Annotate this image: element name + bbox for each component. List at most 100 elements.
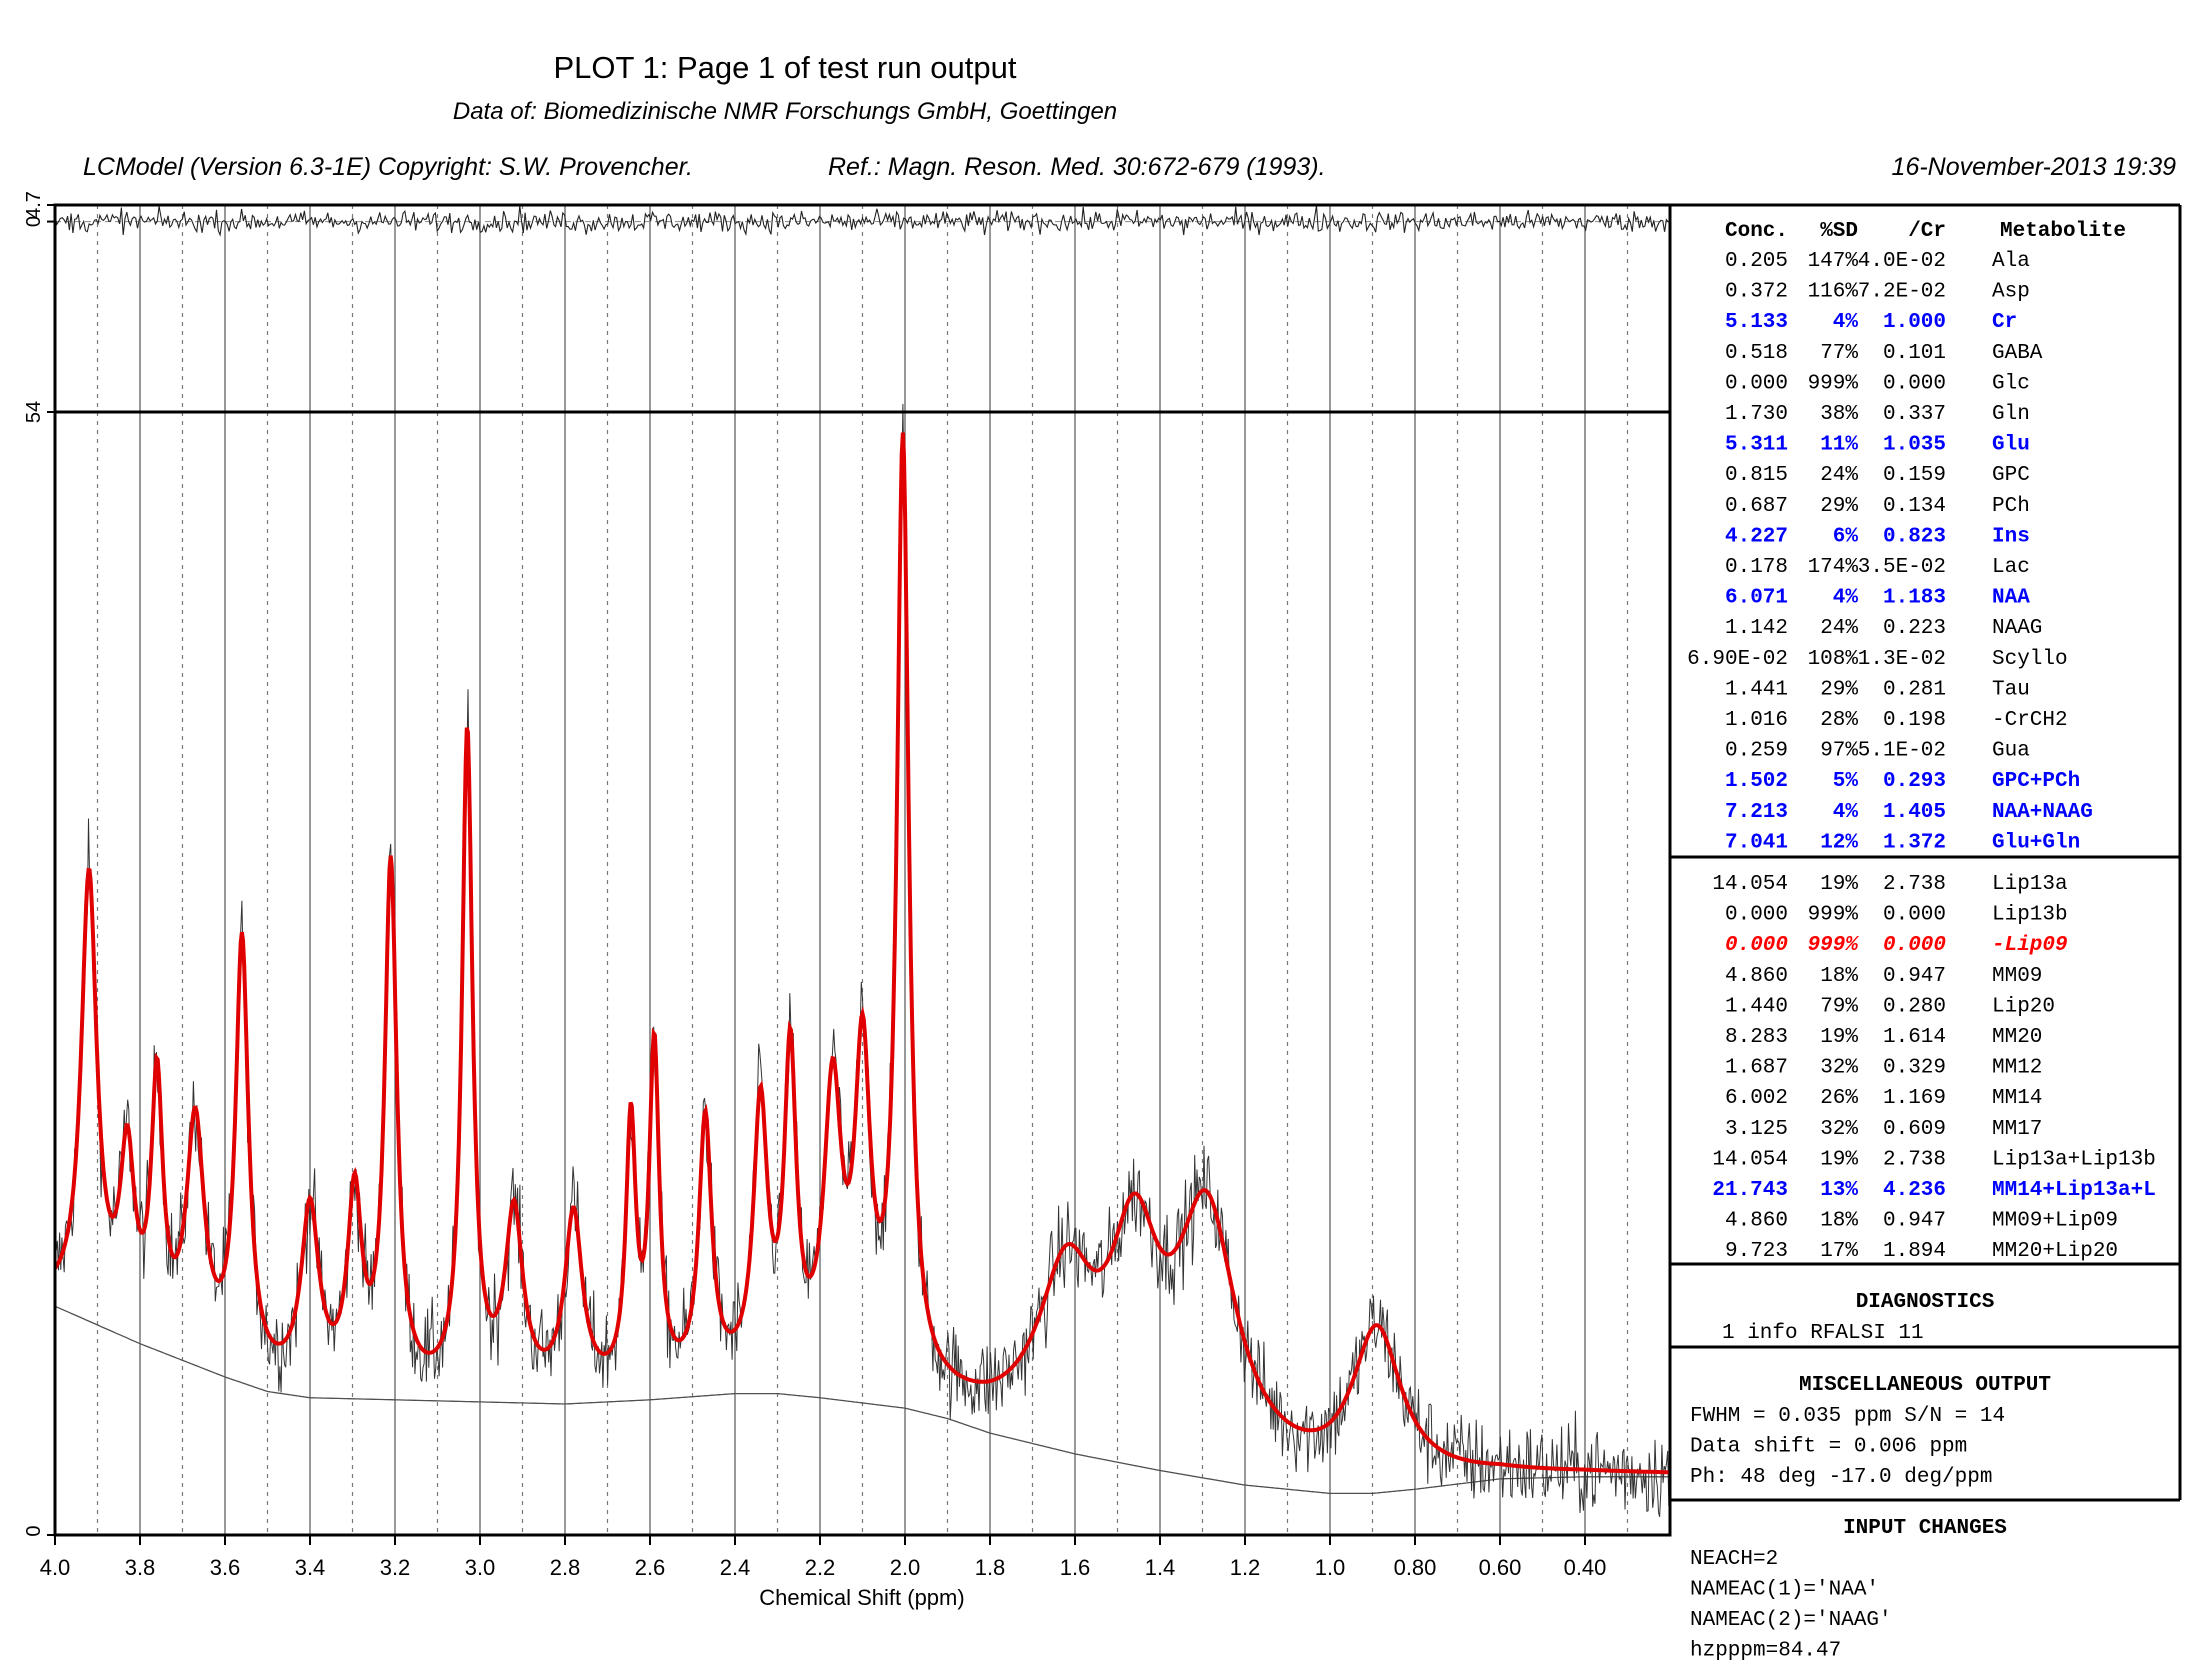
cell-cr: 0.280 — [1883, 995, 1946, 1018]
cell-sd: 32% — [1820, 1057, 1858, 1080]
cell-conc: 0.815 — [1725, 464, 1788, 487]
cell-metabolite: MM09+Lip09 — [1992, 1210, 2118, 1233]
cell-sd: 999% — [1808, 904, 1859, 927]
col-header-cr: /Cr — [1908, 220, 1946, 243]
cell-sd: 19% — [1820, 873, 1858, 896]
plot-frame — [53, 203, 2182, 1537]
cell-cr: 1.3E-02 — [1858, 648, 1946, 671]
cell-conc: 5.133 — [1725, 311, 1788, 334]
cell-metabolite: MM14 — [1992, 1087, 2042, 1110]
cell-conc: 0.518 — [1725, 342, 1788, 365]
cell-cr: 1.183 — [1883, 587, 1946, 610]
cell-conc: 7.213 — [1725, 801, 1788, 824]
col-header-sd: %SD — [1820, 220, 1858, 243]
y-tick-label: 0 — [23, 1525, 45, 1536]
cell-cr: 0.947 — [1883, 1210, 1946, 1233]
cell-metabolite: NAA — [1992, 587, 2030, 610]
cell-cr: 0.823 — [1883, 525, 1946, 548]
cell-conc: 4.227 — [1725, 525, 1788, 548]
misc-line: Data shift = 0.006 ppm — [1690, 1436, 1967, 1459]
x-tick-label: 1.8 — [975, 1555, 1006, 1580]
cell-conc: 1.441 — [1725, 678, 1788, 701]
page-subtitle: Data of: Biomedizinische NMR Forschungs … — [452, 98, 1118, 125]
cell-conc: 14.054 — [1712, 1148, 1788, 1171]
cell-cr: 3.5E-02 — [1858, 556, 1946, 579]
input-changes-line: hzpppm=84.47 — [1690, 1640, 1841, 1663]
cell-cr: 0.223 — [1883, 617, 1946, 640]
cell-metabolite: Scyllo — [1992, 648, 2068, 671]
page-title: PLOT 1: Page 1 of test run output — [553, 50, 1017, 85]
cell-metabolite: PCh — [1992, 495, 2030, 518]
x-tick-label: 1.4 — [1145, 1555, 1176, 1580]
cell-metabolite: Glu+Gln — [1992, 831, 2080, 854]
x-tick-label: 1.0 — [1315, 1555, 1346, 1580]
input-changes-line: NAMEAC(2)='NAAG' — [1690, 1609, 1892, 1632]
cell-sd: 77% — [1820, 342, 1858, 365]
cell-conc: 5.311 — [1725, 434, 1788, 457]
x-tick-label: 2.6 — [635, 1555, 666, 1580]
grid — [55, 205, 1670, 1535]
spectrum-panel — [53, 403, 1671, 1518]
cell-sd: 6% — [1833, 525, 1859, 548]
x-tick-label: 0.80 — [1394, 1555, 1437, 1580]
cell-cr: 1.894 — [1883, 1240, 1946, 1263]
cell-cr: 0.947 — [1883, 965, 1946, 988]
cell-metabolite: MM20 — [1992, 1026, 2042, 1049]
cell-metabolite: Lip13a — [1992, 873, 2068, 896]
residual-panel — [54, 205, 1671, 237]
cell-conc: 4.860 — [1725, 1210, 1788, 1233]
cell-metabolite: Ala — [1992, 250, 2030, 273]
cell-metabolite: NAA+NAAG — [1992, 801, 2093, 824]
cell-cr: 0.609 — [1883, 1118, 1946, 1141]
cell-sd: 5% — [1833, 770, 1859, 793]
input-changes-title: INPUT CHANGES — [1843, 1517, 2007, 1540]
cell-sd: 147% — [1808, 250, 1859, 273]
x-tick-label: 3.0 — [465, 1555, 496, 1580]
cell-metabolite: MM09 — [1992, 965, 2042, 988]
cell-cr: 0.337 — [1883, 403, 1946, 426]
cell-sd: 4% — [1833, 801, 1859, 824]
cell-cr: 1.035 — [1883, 434, 1946, 457]
cell-conc: 4.860 — [1725, 965, 1788, 988]
fit-curve — [53, 432, 1670, 1475]
cell-cr: 0.329 — [1883, 1057, 1946, 1080]
misc-line: Ph: 48 deg -17.0 deg/ppm — [1690, 1466, 1992, 1489]
version-text: LCModel (Version 6.3-1E) Copyright: S.W.… — [83, 153, 693, 181]
input-changes-line: NEACH=2 — [1690, 1548, 1778, 1571]
cell-cr: 1.614 — [1883, 1026, 1946, 1049]
x-axis: 4.0 3.8 3.6 3.4 3.2 3.0 2.8 2.6 2.4 2.2 2.0 1.8 1.6 1… — [40, 1535, 1606, 1580]
residual-curve — [54, 205, 1671, 237]
cell-metabolite: GABA — [1992, 342, 2043, 365]
cell-sd: 4% — [1833, 311, 1859, 334]
x-tick-label: 2.0 — [890, 1555, 921, 1580]
cell-conc: 21.743 — [1712, 1179, 1788, 1202]
cell-cr: 0.000 — [1883, 372, 1946, 395]
col-header-metabolite: Metabolite — [2000, 220, 2126, 243]
y-tick-label: 4.7 — [23, 191, 45, 219]
cell-sd: 174% — [1808, 556, 1859, 579]
cell-cr: 0.134 — [1883, 495, 1946, 518]
cell-metabolite: NAAG — [1992, 617, 2042, 640]
x-tick-label: 3.4 — [295, 1555, 326, 1580]
x-tick-label: 2.2 — [805, 1555, 836, 1580]
cell-metabolite: Lip13b — [1992, 904, 2068, 927]
cell-sd: 18% — [1820, 1210, 1858, 1233]
x-tick-label: 3.8 — [125, 1555, 156, 1580]
cell-conc: 1.016 — [1725, 709, 1788, 732]
results-table: Conc. %SD/Cr Metabolite 0.205 147% 4.0E-02 Ala… — [1687, 220, 2156, 1663]
cell-metabolite: GPC+PCh — [1992, 770, 2080, 793]
cell-cr: 5.1E-02 — [1858, 740, 1946, 763]
x-tick-label: 1.6 — [1060, 1555, 1091, 1580]
cell-metabolite: MM17 — [1992, 1118, 2042, 1141]
cell-conc: 9.723 — [1725, 1240, 1788, 1263]
cell-cr: 0.101 — [1883, 342, 1946, 365]
cell-cr: 0.159 — [1883, 464, 1946, 487]
cell-sd: 19% — [1820, 1026, 1858, 1049]
col-header-conc: Conc. — [1725, 220, 1788, 243]
cell-metabolite: Ins — [1992, 525, 2030, 548]
cell-sd: 12% — [1820, 831, 1858, 854]
cell-cr: 4.0E-02 — [1858, 250, 1946, 273]
y-tick-label: 54 — [23, 401, 45, 423]
cell-conc: 1.502 — [1725, 770, 1788, 793]
